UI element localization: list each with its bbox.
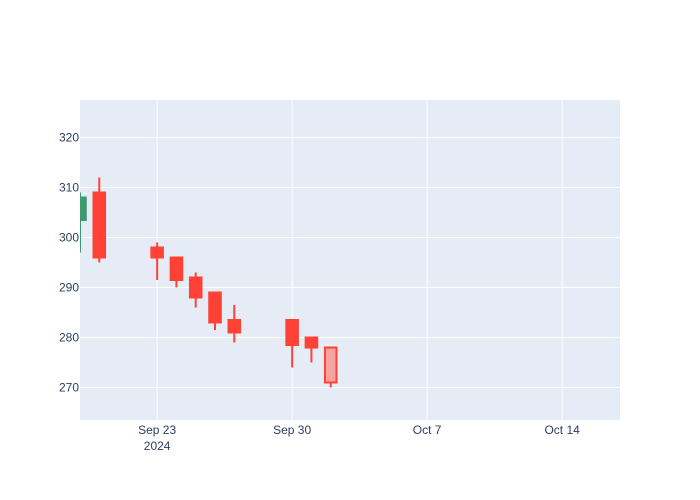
- candle: [208, 291, 222, 330]
- x-tick-sublabel: 2024: [144, 439, 171, 453]
- y-tick-label: 280: [59, 331, 79, 345]
- candle: [285, 319, 299, 368]
- candle: [80, 192, 87, 253]
- candle-body: [227, 319, 242, 334]
- candle-body: [150, 246, 164, 259]
- candle-body: [188, 276, 203, 299]
- y-axis-tick-labels: 270 280 290 300 310 320: [59, 131, 79, 395]
- y-tick-label: 270: [59, 381, 79, 395]
- y-tick-label: 290: [59, 281, 79, 295]
- candle: [150, 242, 164, 280]
- candles: [80, 177, 338, 388]
- candle-body: [169, 256, 184, 281]
- y-tick-label: 320: [59, 131, 79, 145]
- candle-body: [285, 319, 299, 346]
- plot-background: [80, 100, 620, 420]
- candle: [304, 336, 319, 363]
- y-tick-label: 300: [59, 231, 79, 245]
- x-tick-label: Oct 7: [413, 423, 442, 437]
- y-gridlines: [80, 137, 620, 388]
- x-tick-label: Sep 23: [138, 423, 176, 437]
- candle-body: [92, 191, 107, 259]
- y-tick-label: 310: [59, 181, 79, 195]
- candle-body: [323, 346, 338, 384]
- candle: [169, 256, 184, 288]
- x-tick-label: Sep 30: [273, 423, 311, 437]
- candle: [227, 305, 242, 343]
- x-axis-tick-labels: Sep 23 2024 Sep 30 Oct 7 Oct 14: [138, 423, 580, 453]
- candle-body: [304, 336, 319, 349]
- candle: [323, 346, 338, 388]
- candle-body: [208, 291, 222, 324]
- candle-body: [80, 196, 87, 221]
- candle: [92, 177, 107, 263]
- x-tick-label: Oct 14: [544, 423, 580, 437]
- candle: [188, 272, 203, 308]
